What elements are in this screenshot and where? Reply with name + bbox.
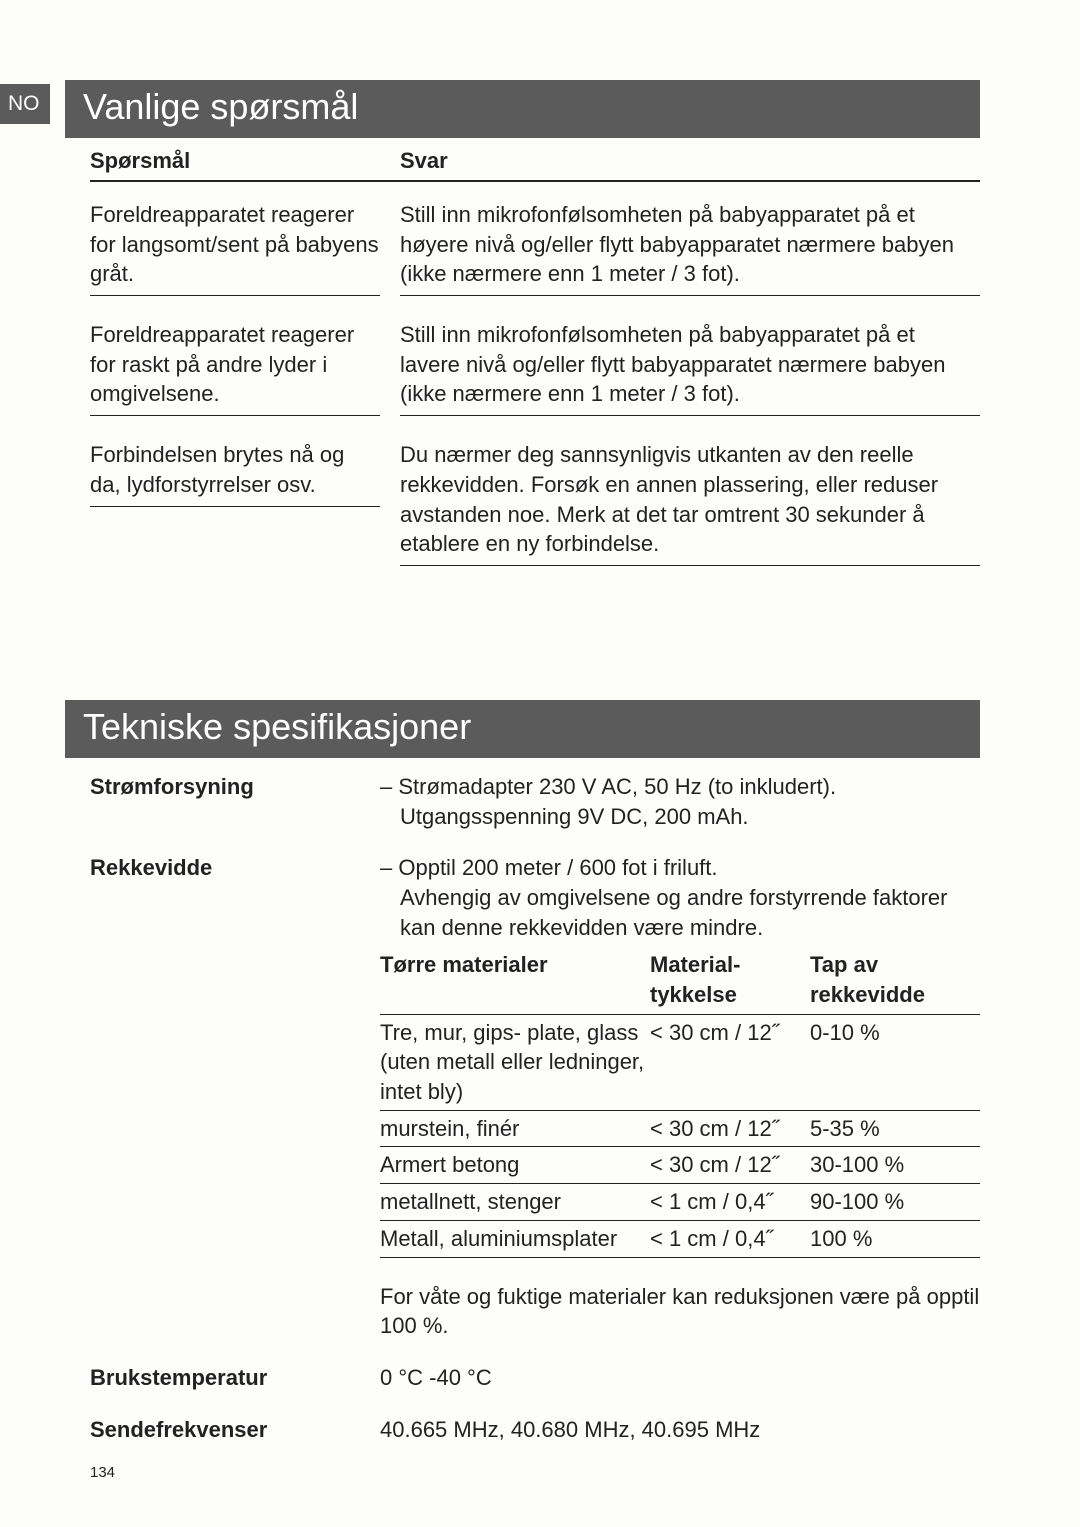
spec-text: Opptil 200 meter / 600 fot i friluft. bbox=[398, 855, 717, 880]
spec-text: Utgangsspenning 9V DC, 200 mAh. bbox=[400, 802, 980, 832]
materials-cell: 90-100 % bbox=[810, 1187, 980, 1217]
faq-answer: Still inn mikrofonfølsomheten på babyapp… bbox=[400, 320, 980, 416]
materials-cell: 5-35 % bbox=[810, 1114, 980, 1144]
materials-cell: Metall, aluminiumsplater bbox=[380, 1224, 650, 1254]
materials-cell: < 30 cm / 12˝ bbox=[650, 1150, 810, 1180]
materials-row: murstein, finér < 30 cm / 12˝ 5-35 % bbox=[380, 1111, 980, 1148]
faq-answer: Du nærmer deg sannsynligvis utkanten av … bbox=[400, 440, 980, 566]
faq-question: Foreldreapparatet reagerer for langsomt/… bbox=[90, 200, 380, 296]
faq-row: Foreldreapparatet reagerer for langsomt/… bbox=[90, 200, 980, 296]
materials-header: Tørre materialer Material-tykkelse Tap a… bbox=[380, 950, 980, 1014]
materials-cell: < 30 cm / 12˝ bbox=[650, 1018, 810, 1107]
materials-cell: < 1 cm / 0,4˝ bbox=[650, 1187, 810, 1217]
materials-note: For våte og fuktige materialer kan reduk… bbox=[380, 1282, 980, 1341]
faq-table: Spørsmål Svar Foreldreapparatet reagerer… bbox=[90, 138, 980, 566]
faq-header-question: Spørsmål bbox=[90, 148, 400, 174]
spec-row-freq: Sendefrekvenser 40.665 MHz, 40.680 MHz, … bbox=[90, 1415, 980, 1445]
materials-col3-header: Tap avrekkevidde bbox=[810, 950, 980, 1009]
spec-value: Opptil 200 meter / 600 fot i friluft. Av… bbox=[380, 853, 980, 1341]
spec-label: Brukstemperatur bbox=[90, 1363, 380, 1393]
materials-cell: 100 % bbox=[810, 1224, 980, 1254]
materials-cell: Armert betong bbox=[380, 1150, 650, 1180]
materials-row: Armert betong < 30 cm / 12˝ 30-100 % bbox=[380, 1147, 980, 1184]
materials-cell: Tre, mur, gips- plate, glass (uten metal… bbox=[380, 1018, 650, 1107]
faq-header-row: Spørsmål Svar bbox=[90, 138, 980, 182]
materials-row: metallnett, stenger < 1 cm / 0,4˝ 90-100… bbox=[380, 1184, 980, 1221]
spec-value: 40.665 MHz, 40.680 MHz, 40.695 MHz bbox=[380, 1415, 980, 1445]
spec-row-temp: Brukstemperatur 0 °C -40 °C bbox=[90, 1363, 980, 1393]
materials-cell: < 30 cm / 12˝ bbox=[650, 1114, 810, 1144]
materials-cell: < 1 cm / 0,4˝ bbox=[650, 1224, 810, 1254]
materials-row: Tre, mur, gips- plate, glass (uten metal… bbox=[380, 1015, 980, 1111]
faq-header-answer: Svar bbox=[400, 148, 980, 174]
page-content: Vanlige spørsmål Spørsmål Svar Foreldrea… bbox=[0, 0, 1080, 1506]
materials-cell: 0-10 % bbox=[810, 1018, 980, 1107]
materials-col1-header: Tørre materialer bbox=[380, 950, 650, 1009]
spec-text: Avhengig av omgivelsene og andre forstyr… bbox=[400, 883, 980, 942]
materials-table: Tørre materialer Material-tykkelse Tap a… bbox=[380, 950, 980, 1257]
materials-col2-header: Material-tykkelse bbox=[650, 950, 810, 1009]
spec-value: 0 °C -40 °C bbox=[380, 1363, 980, 1393]
faq-row: Foreldreapparatet reagerer for raskt på … bbox=[90, 320, 980, 416]
spec-value: Strømadapter 230 V AC, 50 Hz (to inklude… bbox=[380, 772, 980, 831]
faq-answer: Still inn mikrofonfølsomheten på babyapp… bbox=[400, 200, 980, 296]
spec-row-range: Rekkevidde Opptil 200 meter / 600 fot i … bbox=[90, 853, 980, 1341]
materials-cell: murstein, finér bbox=[380, 1114, 650, 1144]
spec-section-header: Tekniske spesifikasjoner bbox=[65, 700, 980, 758]
materials-row: Metall, aluminiumsplater < 1 cm / 0,4˝ 1… bbox=[380, 1221, 980, 1258]
spec-text: Strømadapter 230 V AC, 50 Hz (to inklude… bbox=[398, 774, 836, 799]
language-tab: NO bbox=[0, 84, 50, 124]
faq-section-header: Vanlige spørsmål bbox=[65, 80, 980, 138]
spec-label: Rekkevidde bbox=[90, 853, 380, 883]
spec-label: Strømforsyning bbox=[90, 772, 380, 802]
faq-question: Foreldreapparatet reagerer for raskt på … bbox=[90, 320, 380, 416]
page-number: 134 bbox=[90, 1464, 115, 1481]
spec-row-power: Strømforsyning Strømadapter 230 V AC, 50… bbox=[90, 772, 980, 831]
materials-cell: 30-100 % bbox=[810, 1150, 980, 1180]
faq-row: Forbindelsen brytes nå og da, lydforstyr… bbox=[90, 440, 980, 566]
materials-cell: metallnett, stenger bbox=[380, 1187, 650, 1217]
faq-question: Forbindelsen brytes nå og da, lydforstyr… bbox=[90, 440, 380, 506]
spec-label: Sendefrekvenser bbox=[90, 1415, 380, 1445]
